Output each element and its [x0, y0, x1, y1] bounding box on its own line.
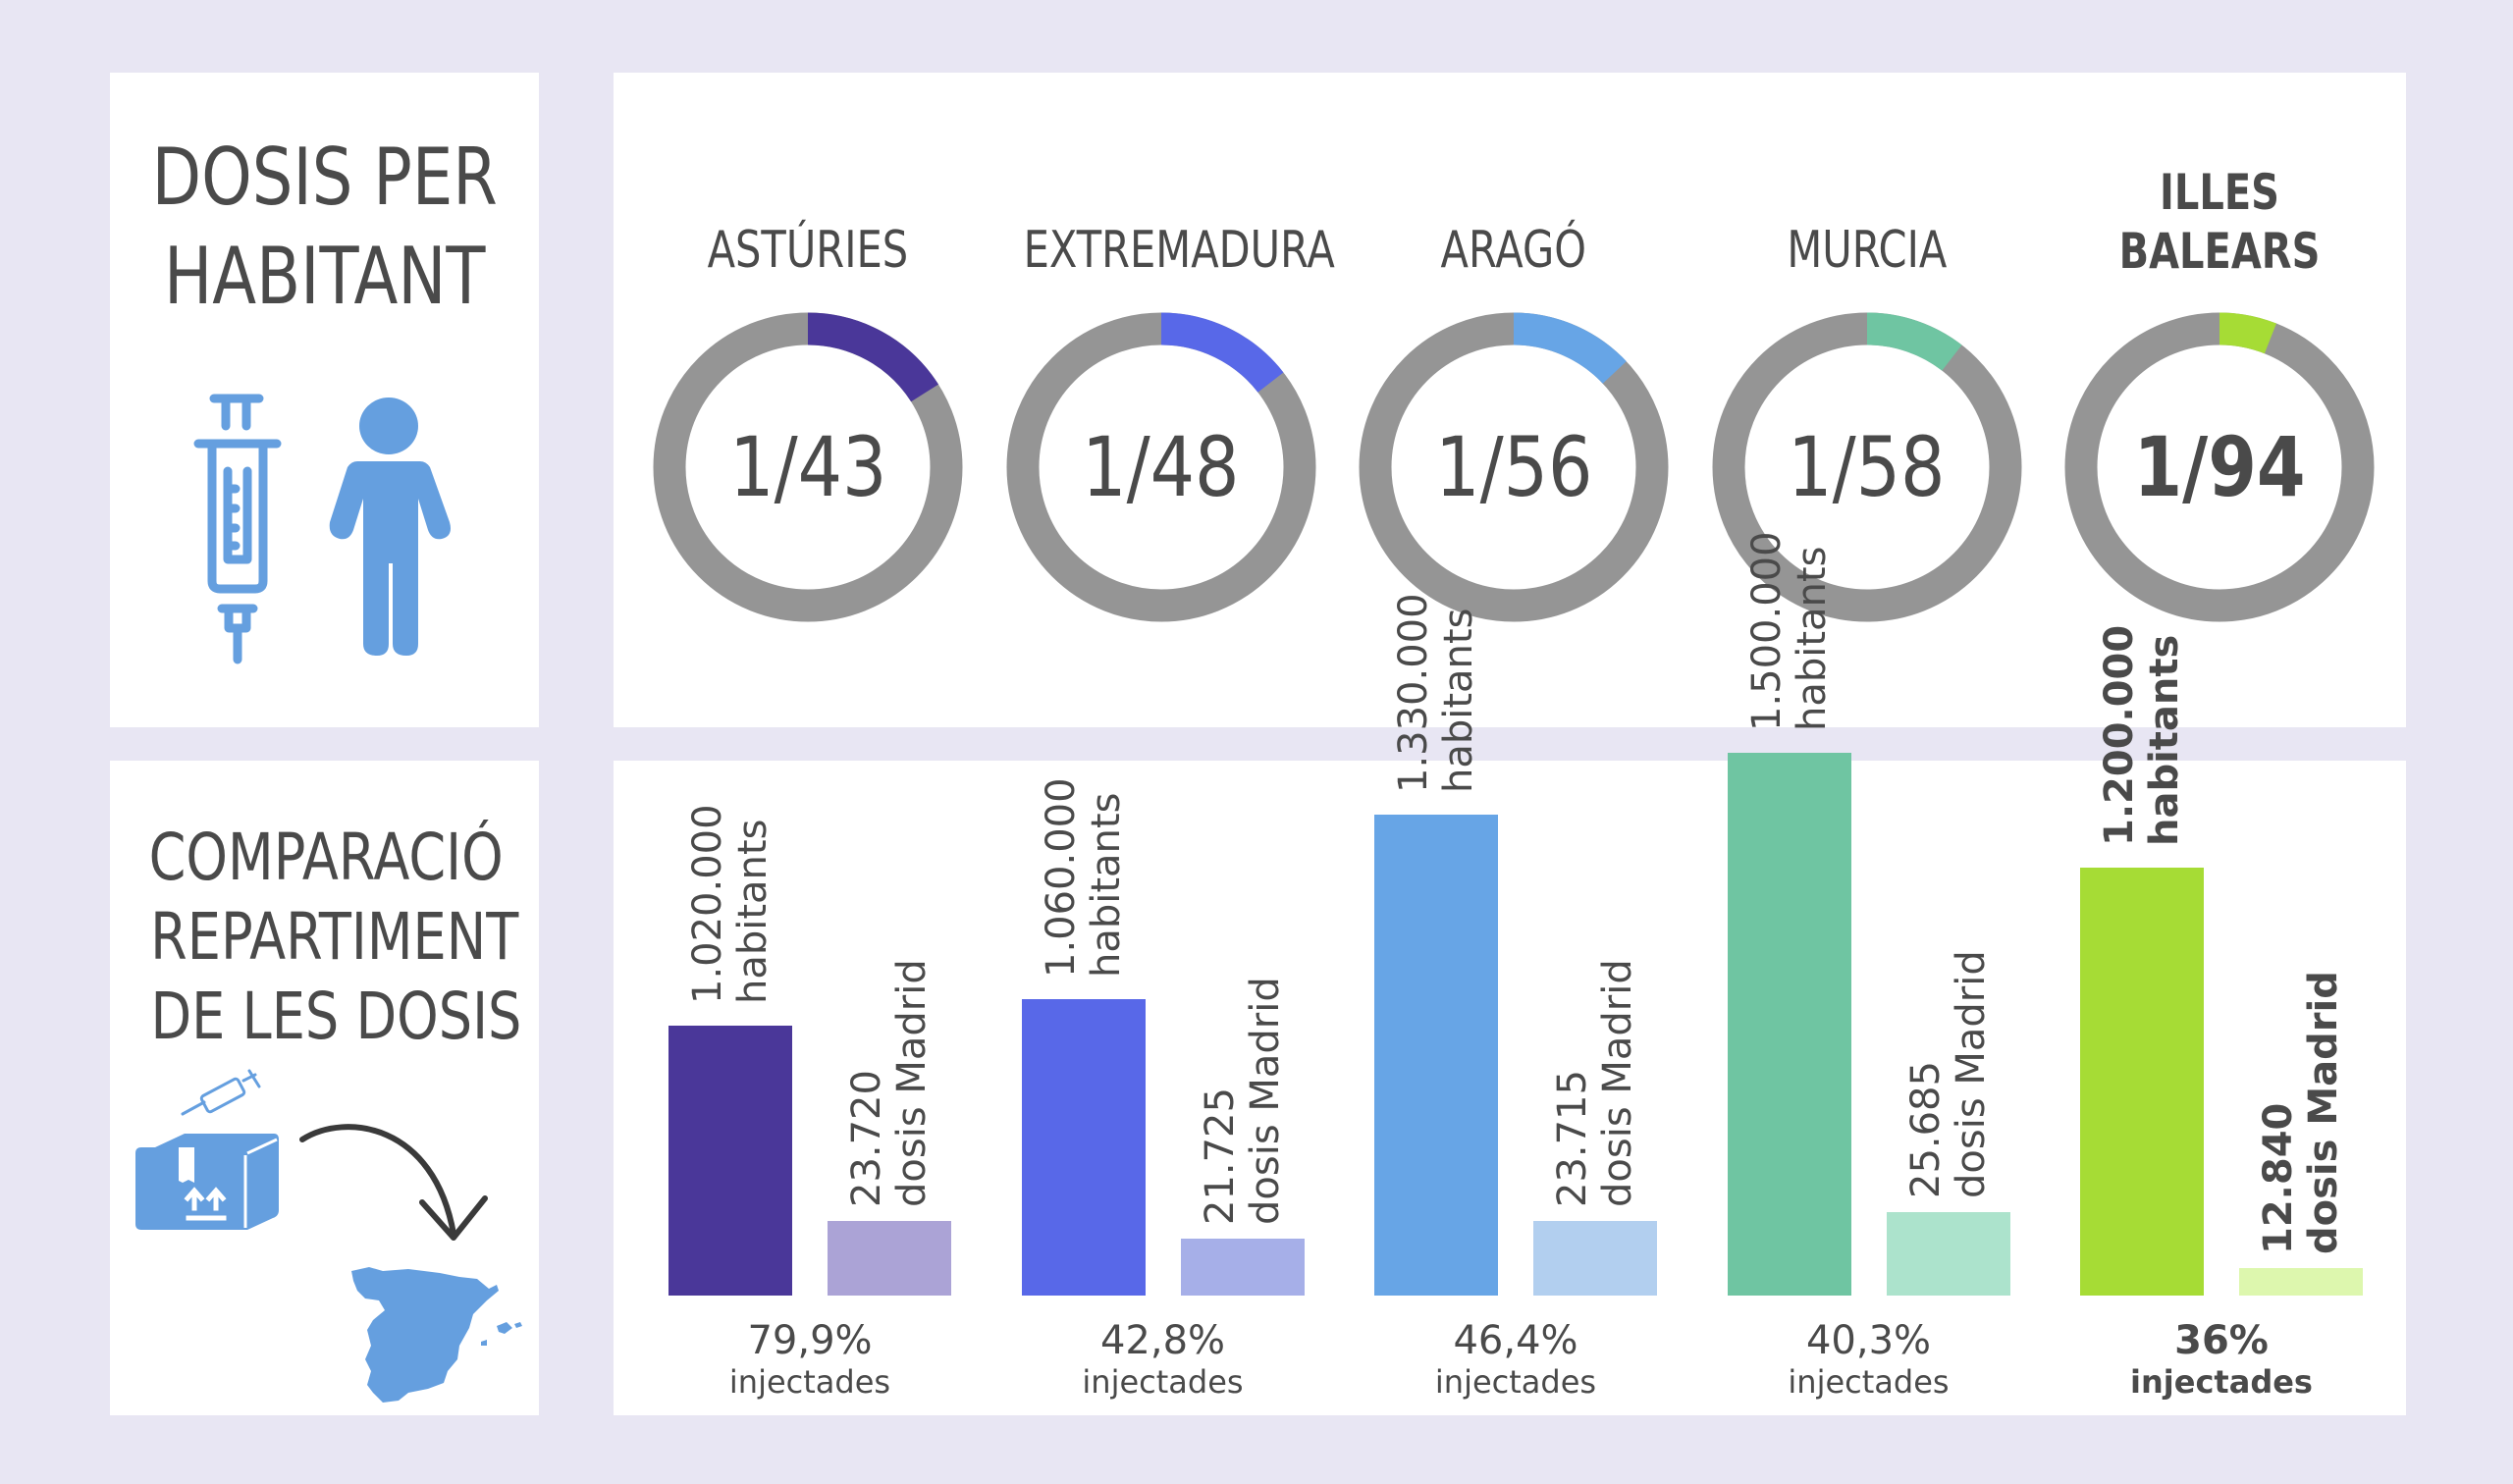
- donut-chart: 1/48: [994, 300, 1328, 634]
- bar-dosis-madrid: [1533, 1221, 1657, 1296]
- region-label-text: ASTÚRIES: [707, 221, 909, 280]
- syringe-icon: [193, 394, 282, 664]
- injected-label: injectades: [2130, 1363, 2313, 1401]
- habitants-value-label: 1.060.000: [1038, 777, 1084, 978]
- donut-arc-segment: [807, 312, 938, 402]
- donut-value-text: 1/58: [1788, 419, 1946, 515]
- bar-dosis-madrid: [2239, 1268, 2363, 1296]
- habitants-unit-label: habitants: [1789, 546, 1835, 732]
- donut-chart: 1/43: [641, 300, 975, 634]
- injected-label: injectades: [1434, 1363, 1597, 1401]
- donut-arc-segment: [1160, 312, 1283, 394]
- region-label: ILLES BALEARS: [2043, 163, 2396, 281]
- panel-title-line: DE LES DOSIS: [150, 979, 522, 1054]
- dosis-value-label: 25.685: [1902, 1060, 1949, 1198]
- region-label: MURCIA: [1690, 220, 2044, 281]
- comparacio-title-panel: COMPARACIÓ REPARTIMENT DE LES DOSIS: [110, 761, 539, 1415]
- donut-arc-segment: [1513, 312, 1627, 385]
- donut-value-text: 1/56: [1434, 419, 1593, 515]
- dosis-value-label: 21.725: [1197, 1087, 1243, 1226]
- region-label: ARAGÓ: [1337, 220, 1690, 281]
- region-label-line: ILLES: [2160, 164, 2279, 221]
- habitants-value-label: 1.500.000: [1743, 531, 1790, 732]
- bar-dosis-madrid: [1886, 1211, 2010, 1296]
- spain-map-icon: [351, 1267, 522, 1403]
- donut-value-label: 1/94: [2053, 300, 2386, 634]
- donut-value-label: 1/56: [1347, 300, 1681, 634]
- injected-label: injectades: [728, 1363, 891, 1401]
- dosis-unit-label: dosis Madrid: [2301, 971, 2346, 1255]
- region-label-text: ARAGÓ: [1440, 221, 1587, 280]
- injected-percent: 79,9%: [747, 1318, 873, 1363]
- injected-percent: 36%: [2174, 1318, 2269, 1363]
- injected-percent: 46,4%: [1453, 1318, 1578, 1363]
- injected-label: injectades: [1082, 1363, 1244, 1401]
- habitants-unit-label: habitants: [1436, 608, 1481, 793]
- habitants-value-label: 1.330.000: [1391, 592, 1436, 793]
- region-label: ASTÚRIES: [631, 220, 985, 281]
- region-label-line: BALEARS: [2118, 223, 2321, 280]
- donut-value-label: 1/48: [994, 300, 1328, 634]
- donut-arc-segment: [1866, 312, 1962, 371]
- donut-value-label: 1/43: [641, 300, 975, 634]
- donut-value-label: 1/58: [1700, 300, 2034, 634]
- dosis-unit-label: dosis Madrid: [1242, 977, 1288, 1226]
- dosis-per-habitant-chart-panel: ASTÚRIES 1/43 EXTREMADURA 1/48 ARAGÓ 1/56 MURC…: [614, 73, 2406, 727]
- habitants-value-label: 1.020.000: [685, 804, 730, 1004]
- habitants-value-label: 1.200.000: [2097, 625, 2142, 847]
- donut-chart: 1/58: [1700, 300, 2034, 634]
- dosis-value-label: 23.715: [1550, 1070, 1595, 1208]
- bar-habitants: [668, 1025, 792, 1296]
- bar-dosis-madrid: [1180, 1239, 1305, 1296]
- bar-dosis-madrid: [828, 1221, 951, 1296]
- bar-habitants: [1021, 998, 1146, 1296]
- bar-habitants: [2080, 868, 2204, 1296]
- bar-habitants: [1374, 814, 1498, 1296]
- region-label: EXTREMADURA: [985, 220, 1338, 281]
- donut-value-text: 1/43: [728, 419, 887, 515]
- curved-arrow-icon: [299, 1124, 488, 1241]
- habitants-unit-label: habitants: [2142, 635, 2187, 847]
- panel-title-line: DOSIS PER: [151, 132, 498, 223]
- donut-arc-segment: [2219, 312, 2276, 354]
- donut-value-text: 1/94: [2133, 419, 2306, 515]
- panel-title-line: REPARTIMENT: [150, 899, 519, 975]
- dosis-unit-label: dosis Madrid: [889, 959, 935, 1208]
- dosis-unit-label: dosis Madrid: [1595, 959, 1640, 1208]
- habitants-unit-label: habitants: [730, 819, 775, 1004]
- injected-percent: 40,3%: [1805, 1318, 1932, 1363]
- vaccine-box-icon: [135, 1069, 279, 1230]
- donut-chart: 1/94: [2053, 300, 2386, 634]
- dosis-unit-label: dosis Madrid: [1948, 949, 1994, 1198]
- donut-value-text: 1/48: [1082, 419, 1240, 515]
- dosis-value-label: 23.720: [844, 1070, 889, 1208]
- region-label-text: EXTREMADURA: [1023, 221, 1335, 280]
- comparacio-chart-panel: 1.020.000 habitants 23.720 dosis Madrid 79,9…: [614, 532, 2406, 1415]
- panel-title-line: HABITANT: [163, 231, 486, 322]
- habitants-unit-label: habitants: [1083, 792, 1129, 978]
- region-label-text: MURCIA: [1787, 221, 1947, 280]
- bar-habitants: [1727, 753, 1851, 1296]
- person-icon: [329, 398, 451, 656]
- donut-chart: 1/56: [1347, 300, 1681, 634]
- panel-title-line: COMPARACIÓ: [148, 820, 504, 895]
- dosis-value-label: 12.840: [2256, 1102, 2301, 1255]
- injected-label: injectades: [1788, 1363, 1950, 1401]
- injected-percent: 42,8%: [1099, 1318, 1226, 1363]
- dosis-per-habitant-title-panel: DOSIS PER HABITANT: [110, 73, 539, 727]
